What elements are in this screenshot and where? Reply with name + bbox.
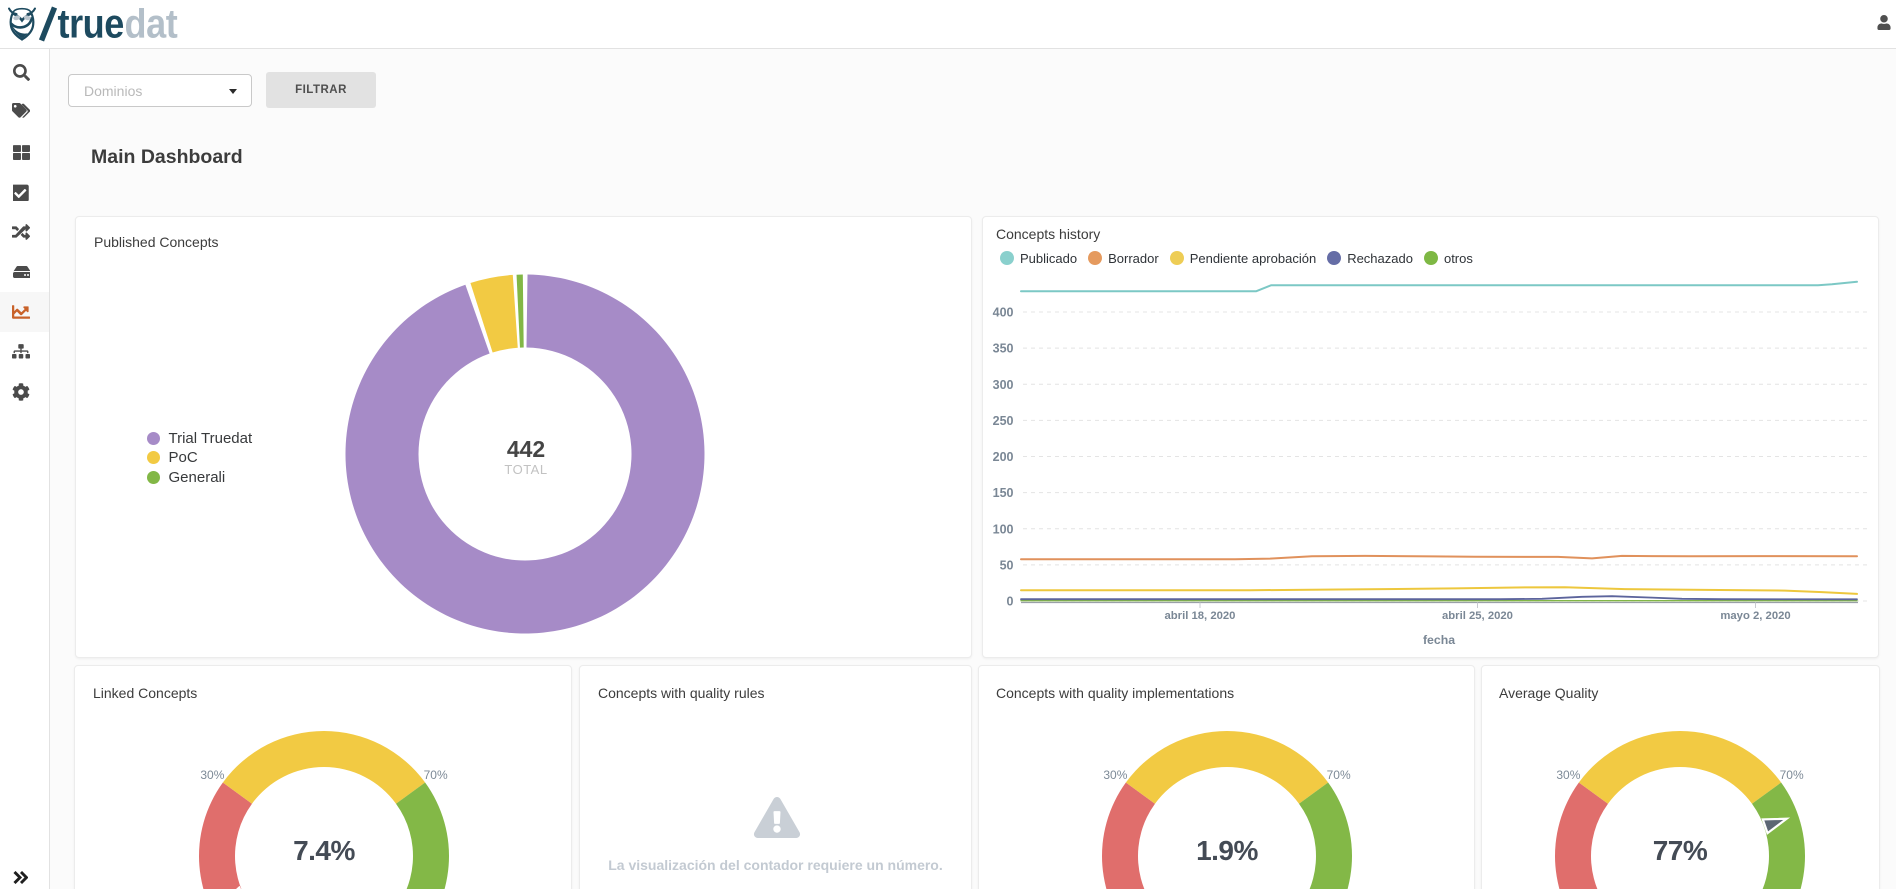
svg-text:dat: dat xyxy=(125,1,178,47)
svg-text:true: true xyxy=(58,1,124,47)
